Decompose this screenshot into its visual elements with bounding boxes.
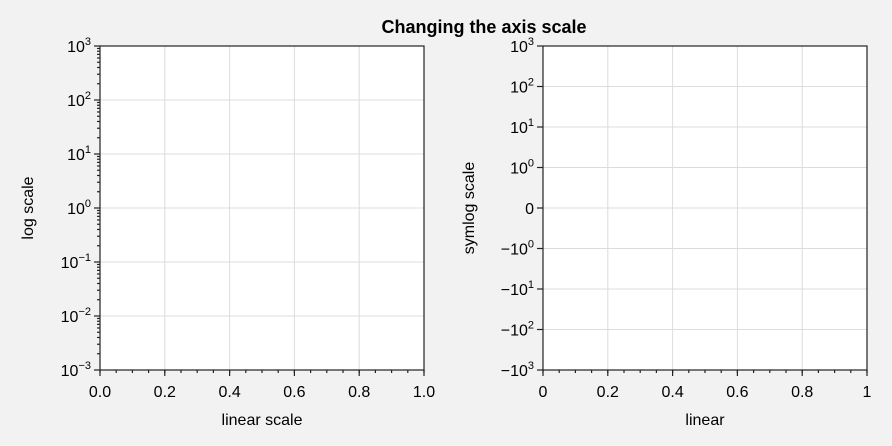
y-tick-exponent: 2 xyxy=(85,90,91,102)
y-tick-label: −102 xyxy=(501,320,534,340)
x-axis-label: linear xyxy=(685,412,725,429)
y-tick-exponent: 3 xyxy=(528,36,534,48)
y-tick-base: 10 xyxy=(510,39,528,56)
y-tick-label: 10−1 xyxy=(61,252,91,272)
y-tick-base: 10 xyxy=(510,80,528,97)
panel-log-scale: 0.0 0.2 0.4 0.6 0.8 1.010310210110010−110−210… xyxy=(20,36,435,429)
y-tick-exponent: 0 xyxy=(528,239,534,251)
x-tick-label: 0.0 xyxy=(89,384,111,401)
y-tick-base: −10 xyxy=(501,323,528,340)
y-tick-base: 10 xyxy=(61,309,79,326)
y-tick-base: 10 xyxy=(61,363,79,380)
y-tick-base: 10 xyxy=(67,39,85,56)
y-tick-exponent: 3 xyxy=(528,360,534,372)
y-tick-base: 10 xyxy=(510,120,528,137)
y-tick-label: −101 xyxy=(501,279,534,299)
x-tick-label: 0.6 xyxy=(726,384,748,401)
y-tick-base: 10 xyxy=(67,147,85,164)
x-tick-label: 0.8 xyxy=(348,384,370,401)
x-axis-label: linear scale xyxy=(222,412,303,429)
y-axis-label: log scale xyxy=(20,176,37,239)
x-tick-label: 0.4 xyxy=(661,384,683,401)
y-tick-label: 10−2 xyxy=(61,306,91,326)
y-tick-label: 100 xyxy=(67,198,91,218)
x-tick-label: 0.4 xyxy=(218,384,240,401)
y-tick-exponent: 1 xyxy=(528,279,534,291)
y-tick-label: 103 xyxy=(67,36,91,56)
x-tick-label: 0.2 xyxy=(597,384,619,401)
x-tick-label: 0.8 xyxy=(791,384,813,401)
y-tick-exponent: 1 xyxy=(85,144,91,156)
x-tick-label: 0.2 xyxy=(154,384,176,401)
y-tick-base: 10 xyxy=(510,161,528,178)
y-tick-exponent: −1 xyxy=(78,252,91,264)
y-axis-label: symlog scale xyxy=(461,162,478,255)
y-tick-label: 102 xyxy=(510,77,534,97)
y-tick-exponent: 1 xyxy=(528,117,534,129)
y-tick-label: 103 xyxy=(510,36,534,56)
y-tick-exponent: 3 xyxy=(85,36,91,48)
x-tick-label: 1.0 xyxy=(413,384,435,401)
y-tick-exponent: 2 xyxy=(528,77,534,89)
y-tick-base: 10 xyxy=(67,201,85,218)
y-tick-base: 10 xyxy=(67,93,85,110)
y-tick-base: 0 xyxy=(525,201,534,218)
y-tick-exponent: −3 xyxy=(78,360,91,372)
y-tick-base: −10 xyxy=(501,282,528,299)
y-tick-exponent: −2 xyxy=(78,306,91,318)
y-tick-exponent: 0 xyxy=(85,198,91,210)
y-tick-label: −100 xyxy=(501,239,534,259)
y-tick-exponent: 0 xyxy=(528,158,534,170)
y-tick-base: −10 xyxy=(501,242,528,259)
y-tick-label: 0 xyxy=(525,201,534,218)
y-tick-base: −10 xyxy=(501,363,528,380)
x-tick-label: 1 xyxy=(863,384,872,401)
x-tick-label: 0.6 xyxy=(283,384,305,401)
y-tick-label: 101 xyxy=(67,144,91,164)
y-tick-label: 102 xyxy=(67,90,91,110)
figure-title: Changing the axis scale xyxy=(381,17,586,37)
y-tick-label: 10−3 xyxy=(61,360,91,380)
y-tick-exponent: 2 xyxy=(528,320,534,332)
x-tick-label: 0 xyxy=(539,384,548,401)
y-tick-base: 10 xyxy=(61,255,79,272)
panel-symlog-scale: 0 0.2 0.4 0.6 0.8 11031021011000−100−101−102−… xyxy=(461,36,872,429)
y-tick-label: −103 xyxy=(501,360,534,380)
y-tick-label: 101 xyxy=(510,117,534,137)
y-tick-label: 100 xyxy=(510,158,534,178)
